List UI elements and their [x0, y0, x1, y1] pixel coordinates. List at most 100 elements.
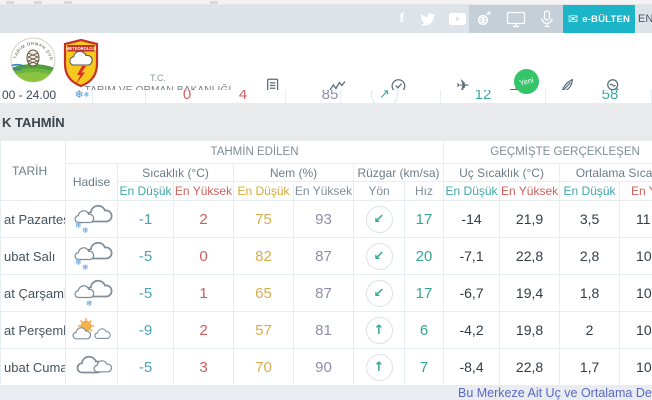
extreme-min: -7,1	[443, 237, 501, 275]
forecast-row: at Perşembe -9 2 57	[0, 311, 652, 349]
extreme-max: 22,8	[499, 237, 561, 275]
snowy-clouds-icon: ❄ ❄	[65, 200, 118, 238]
wind-direction-icon: ↙	[365, 279, 393, 307]
section-title: K TAHMİN	[2, 114, 65, 130]
extreme-min: -4,2	[443, 311, 501, 349]
clipped-value: 0	[182, 90, 192, 103]
wind-direction-cell: ↙	[353, 237, 405, 275]
subheader-min: En Düşük	[117, 181, 174, 201]
temp-min: -9	[117, 311, 174, 349]
ministry-tc: T.C.	[149, 73, 166, 83]
humidity-min: 65	[233, 274, 294, 312]
row-date: at Çarşamba	[0, 274, 66, 312]
temp-max: 1	[173, 274, 234, 312]
extreme-max: 21,9	[499, 200, 561, 238]
wind-direction-icon: ↙	[365, 242, 393, 270]
wind-speed: 17	[403, 200, 445, 238]
tarim-orman-surasi-logo[interactable]: TARIM ORMAN ŞURASI	[10, 37, 56, 83]
extreme-min: -14	[443, 200, 501, 238]
group-header-past: GEÇMİŞTE GERÇEKLEŞEN	[443, 140, 652, 164]
top-utility-bar: f ✉ e-BÜLTEN EN	[0, 5, 652, 33]
clipped-value: 4	[238, 90, 248, 103]
row-date: at Perşembe	[0, 311, 66, 349]
twitter-icon[interactable]	[416, 5, 440, 33]
humidity-min: 57	[233, 311, 294, 349]
svg-text:❄: ❄	[82, 263, 89, 270]
monitor-icon[interactable]	[502, 5, 530, 33]
wind-speed: 17	[403, 274, 445, 312]
extreme-max: 19,8	[499, 311, 561, 349]
extremes-link[interactable]: Bu Merkeze Ait Uç ve Ortalama Değerler İ…	[458, 385, 652, 400]
svg-text:❄: ❄	[86, 299, 93, 307]
humidity-min: 75	[233, 200, 294, 238]
wind-speed: 6	[403, 311, 445, 349]
subheader-direction: Yön	[353, 181, 405, 201]
average-max: 10	[619, 348, 652, 385]
subheader-max: En Yüksek	[499, 181, 561, 201]
e-bulletin-button[interactable]: ✉ e-BÜLTEN	[563, 5, 635, 33]
humidity-max: 81	[293, 311, 354, 349]
forecast-row: at Pazartesi ❄ ❄ -1 2 75 93 ↙ 17	[0, 200, 652, 238]
subheader-max: En Yüksek	[173, 181, 234, 201]
humidity-min: 82	[233, 237, 294, 275]
utility-icon-group	[469, 5, 563, 33]
meteoroloji-logo[interactable]: METEOROLOJİ	[61, 38, 101, 88]
clipped-hourly-row: 00 - 24.00 ❄ ❄ 0 4 85 ↗ 12 58	[0, 90, 652, 104]
group-header-forecast: TAHMİN EDİLEN	[64, 140, 445, 164]
average-min: 2	[559, 311, 621, 349]
wind-speed: 20	[403, 237, 445, 275]
average-min: 1,8	[559, 274, 621, 312]
sun-clouds-icon	[65, 311, 118, 349]
humidity-max: 93	[293, 200, 354, 238]
average-min: 1,7	[559, 348, 621, 385]
temp-max: 3	[173, 348, 234, 385]
average-max: 10	[619, 311, 652, 349]
svg-text:❄: ❄	[75, 258, 82, 267]
row-date: at Pazartesi	[0, 200, 66, 238]
subheader-min: En Düşük	[559, 181, 621, 201]
wind-direction-icon: ↙	[365, 205, 393, 233]
forecast-row: ubat Cuma -5 3 70 90 ↑ 7 -8,4 22,8	[0, 348, 652, 385]
logo-band-text: METEOROLOJİ	[66, 46, 96, 51]
humidity-max: 87	[293, 274, 354, 312]
extreme-min: -8,4	[443, 348, 501, 385]
temp-max: 2	[173, 200, 234, 238]
extreme-min: -6,7	[443, 274, 501, 312]
forecast-table: TARİH TAHMİN EDİLEN GEÇMİŞTE GERÇEKLEŞEN…	[0, 140, 652, 385]
language-toggle[interactable]: EN	[638, 13, 652, 25]
wind-direction-icon: ↑	[365, 353, 393, 381]
column-header-humidity: Nem (%)	[233, 163, 354, 182]
table-footer-bar: Bu Merkeze Ait Uç ve Ortalama Değerler İ…	[0, 385, 652, 400]
snowflake-icon: ❄ ❄	[74, 90, 90, 101]
svg-text:❄: ❄	[82, 226, 89, 233]
row-date: ubat Cuma	[0, 348, 66, 385]
forecast-row: at Çarşamba ❄ -5 1 65 87 ↙ 17 -6,7	[0, 274, 652, 312]
temp-max: 0	[173, 237, 234, 275]
subheader-max: En Yüksek	[619, 181, 652, 201]
average-max: 10	[619, 274, 652, 312]
average-min: 3,5	[559, 200, 621, 238]
temp-min: -5	[117, 348, 174, 385]
facebook-icon[interactable]: f	[399, 11, 405, 26]
newsletter-icon: ✉	[567, 12, 579, 26]
youtube-icon[interactable]	[445, 5, 469, 33]
wind-direction-cell: ↑	[353, 311, 405, 349]
light-snow-cloud-icon: ❄	[65, 274, 118, 312]
temp-min: -5	[117, 237, 174, 275]
row-date: ubat Salı	[0, 237, 66, 275]
subheader-min: En Düşük	[443, 181, 501, 201]
humidity-min: 70	[233, 348, 294, 385]
wind-speed: 7	[403, 348, 445, 385]
average-max: 11	[619, 200, 652, 238]
column-header-event: Hadise	[65, 163, 118, 201]
column-header-extreme-temp: Uç Sıcaklık (°C)	[443, 163, 561, 182]
e-bulletin-label: e-BÜLTEN	[582, 13, 631, 25]
average-min: 2,8	[559, 237, 621, 275]
microphone-icon[interactable]	[533, 5, 561, 33]
radar-globe-icon[interactable]	[470, 5, 498, 33]
temp-min: -5	[117, 274, 174, 312]
average-max: 10	[619, 237, 652, 275]
section-bar: K TAHMİN	[0, 104, 652, 140]
wind-direction-cell: ↑	[353, 348, 405, 385]
site-header: TARIM ORMAN ŞURASI METEOROLOJİ T.C. TARI…	[0, 33, 652, 128]
